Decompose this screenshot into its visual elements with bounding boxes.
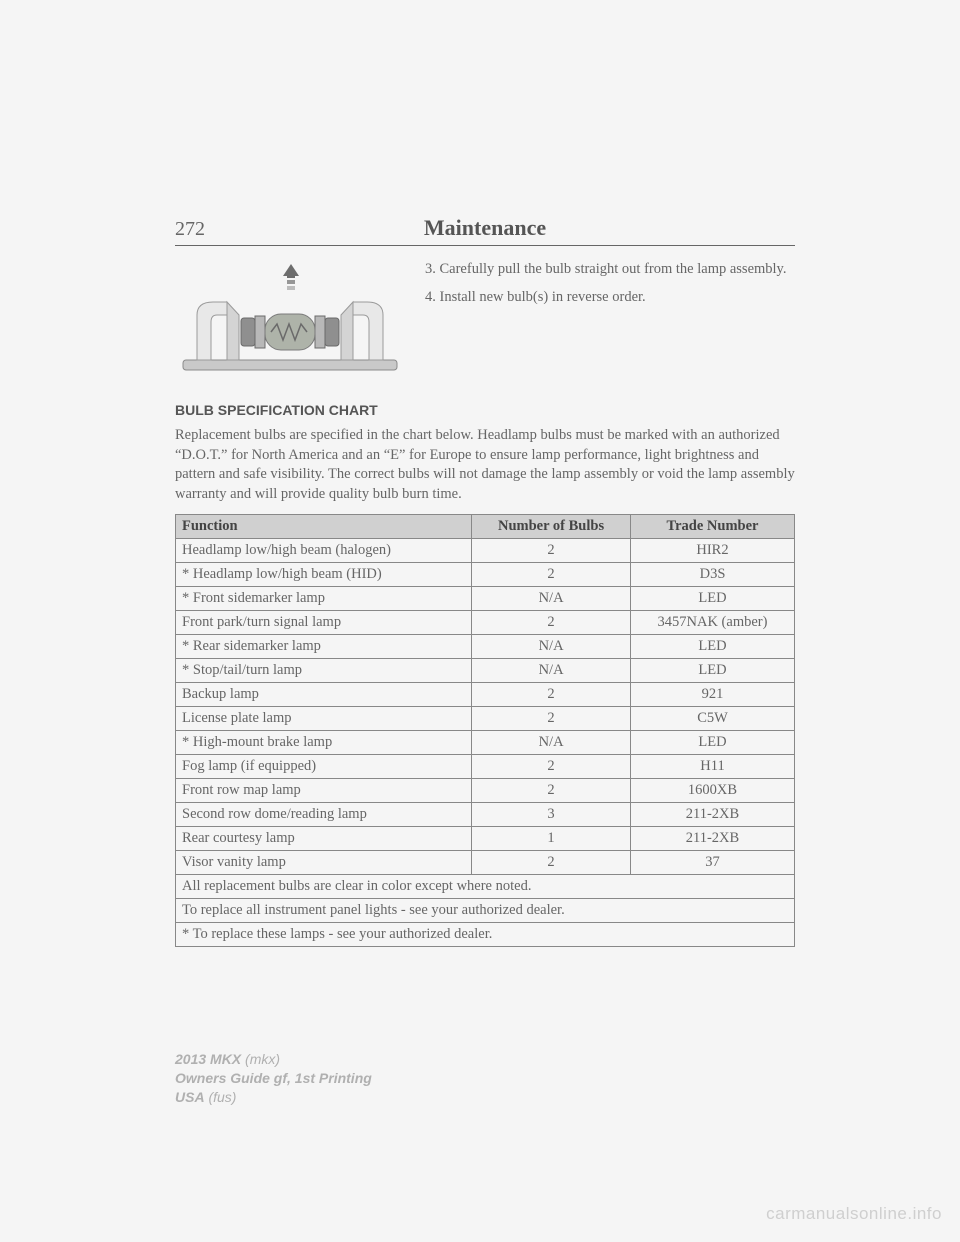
cell-function: Rear courtesy lamp xyxy=(176,827,472,851)
chapter-title: Maintenance xyxy=(175,215,795,241)
cell-number: 1 xyxy=(472,827,631,851)
table-note-row: * To replace these lamps - see your auth… xyxy=(176,923,795,947)
cell-number: 2 xyxy=(472,539,631,563)
footer-region: USA xyxy=(175,1089,205,1105)
cell-trade: 921 xyxy=(630,683,794,707)
cell-function: Headlamp low/high beam (halogen) xyxy=(176,539,472,563)
table-note-row: To replace all instrument panel lights -… xyxy=(176,899,795,923)
cell-number: N/A xyxy=(472,635,631,659)
cell-function: Front park/turn signal lamp xyxy=(176,611,472,635)
page-footer: 2013 MKX (mkx) Owners Guide gf, 1st Prin… xyxy=(175,1050,372,1107)
table-note-row: All replacement bulbs are clear in color… xyxy=(176,875,795,899)
cell-trade: 1600XB xyxy=(630,779,794,803)
footer-model: 2013 MKX xyxy=(175,1051,241,1067)
cell-function: Backup lamp xyxy=(176,683,472,707)
table-row: * Headlamp low/high beam (HID)2D3S xyxy=(176,563,795,587)
col-function: Function xyxy=(176,515,472,539)
cell-function: * Rear sidemarker lamp xyxy=(176,635,472,659)
cell-trade: HIR2 xyxy=(630,539,794,563)
cell-trade: 211-2XB xyxy=(630,803,794,827)
cell-trade: D3S xyxy=(630,563,794,587)
cell-note: All replacement bulbs are clear in color… xyxy=(176,875,795,899)
table-row: * Rear sidemarker lampN/ALED xyxy=(176,635,795,659)
intro-paragraph: Replacement bulbs are specified in the c… xyxy=(175,426,795,504)
table-row: Headlamp low/high beam (halogen)2HIR2 xyxy=(176,539,795,563)
table-row: Second row dome/reading lamp3211-2XB xyxy=(176,803,795,827)
section-heading: BULB SPECIFICATION CHART xyxy=(175,402,795,418)
table-row: Rear courtesy lamp1211-2XB xyxy=(176,827,795,851)
cell-number: 3 xyxy=(472,803,631,827)
table-row: Visor vanity lamp237 xyxy=(176,851,795,875)
cell-trade: LED xyxy=(630,635,794,659)
bulb-removal-diagram xyxy=(175,260,405,380)
cell-number: 2 xyxy=(472,683,631,707)
page-header: 272 Maintenance xyxy=(175,215,795,246)
cell-number: 2 xyxy=(472,611,631,635)
table-row: * Stop/tail/turn lampN/ALED xyxy=(176,659,795,683)
table-row: * High-mount brake lampN/ALED xyxy=(176,731,795,755)
cell-trade: LED xyxy=(630,587,794,611)
cell-function: Front row map lamp xyxy=(176,779,472,803)
footer-guide: Owners Guide gf, 1st Printing xyxy=(175,1069,372,1088)
bulb-spec-table: Function Number of Bulbs Trade Number He… xyxy=(175,514,795,947)
table-row: Fog lamp (if equipped)2H11 xyxy=(176,755,795,779)
watermark: carmanualsonline.info xyxy=(766,1204,942,1224)
cell-trade: 3457NAK (amber) xyxy=(630,611,794,635)
cell-trade: C5W xyxy=(630,707,794,731)
cell-number: N/A xyxy=(472,731,631,755)
step-3: 3. Carefully pull the bulb straight out … xyxy=(425,260,795,280)
table-row: Backup lamp2921 xyxy=(176,683,795,707)
footer-model-code: (mkx) xyxy=(241,1051,280,1067)
step-4: 4. Install new bulb(s) in reverse order. xyxy=(425,288,795,308)
cell-function: Visor vanity lamp xyxy=(176,851,472,875)
cell-number: 2 xyxy=(472,755,631,779)
cell-number: 2 xyxy=(472,851,631,875)
cell-number: N/A xyxy=(472,659,631,683)
cell-trade: 37 xyxy=(630,851,794,875)
cell-trade: LED xyxy=(630,659,794,683)
cell-number: 2 xyxy=(472,779,631,803)
cell-note: To replace all instrument panel lights -… xyxy=(176,899,795,923)
cell-function: * Headlamp low/high beam (HID) xyxy=(176,563,472,587)
table-row: License plate lamp2C5W xyxy=(176,707,795,731)
cell-trade: LED xyxy=(630,731,794,755)
cell-number: 2 xyxy=(472,707,631,731)
cell-trade: H11 xyxy=(630,755,794,779)
cell-function: Second row dome/reading lamp xyxy=(176,803,472,827)
cell-function: Fog lamp (if equipped) xyxy=(176,755,472,779)
table-header-row: Function Number of Bulbs Trade Number xyxy=(176,515,795,539)
instruction-text: 3. Carefully pull the bulb straight out … xyxy=(425,260,795,380)
col-number: Number of Bulbs xyxy=(472,515,631,539)
cell-function: License plate lamp xyxy=(176,707,472,731)
cell-number: N/A xyxy=(472,587,631,611)
cell-note: * To replace these lamps - see your auth… xyxy=(176,923,795,947)
cell-trade: 211-2XB xyxy=(630,827,794,851)
footer-region-code: (fus) xyxy=(205,1089,237,1105)
table-row: Front row map lamp21600XB xyxy=(176,779,795,803)
cell-function: * Front sidemarker lamp xyxy=(176,587,472,611)
cell-function: * High-mount brake lamp xyxy=(176,731,472,755)
col-trade: Trade Number xyxy=(630,515,794,539)
table-row: Front park/turn signal lamp23457NAK (amb… xyxy=(176,611,795,635)
table-row: * Front sidemarker lampN/ALED xyxy=(176,587,795,611)
cell-number: 2 xyxy=(472,563,631,587)
cell-function: * Stop/tail/turn lamp xyxy=(176,659,472,683)
